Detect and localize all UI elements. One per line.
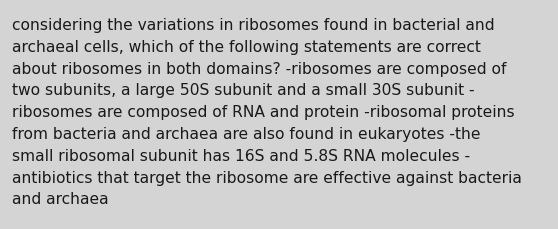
Text: archaeal cells, which of the following statements are correct: archaeal cells, which of the following s… <box>12 40 481 55</box>
Text: about ribosomes in both domains? -ribosomes are composed of: about ribosomes in both domains? -riboso… <box>12 61 507 76</box>
Text: from bacteria and archaea are also found in eukaryotes -the: from bacteria and archaea are also found… <box>12 126 480 141</box>
Text: antibiotics that target the ribosome are effective against bacteria: antibiotics that target the ribosome are… <box>12 170 522 185</box>
Text: two subunits, a large 50S subunit and a small 30S subunit -: two subunits, a large 50S subunit and a … <box>12 83 475 98</box>
Text: considering the variations in ribosomes found in bacterial and: considering the variations in ribosomes … <box>12 18 494 33</box>
Text: ribosomes are composed of RNA and protein -ribosomal proteins: ribosomes are composed of RNA and protei… <box>12 105 514 120</box>
Text: small ribosomal subunit has 16S and 5.8S RNA molecules -: small ribosomal subunit has 16S and 5.8S… <box>12 148 470 163</box>
Text: and archaea: and archaea <box>12 192 109 207</box>
